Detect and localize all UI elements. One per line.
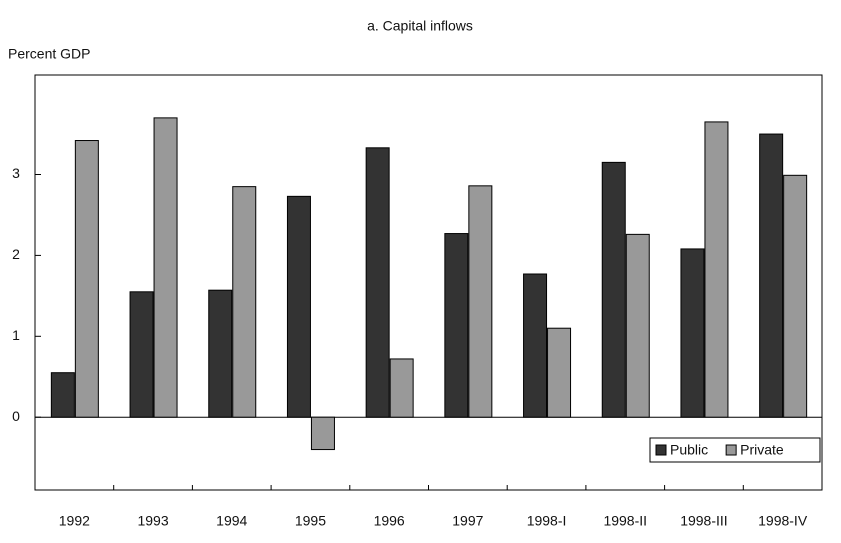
bar — [310, 416, 335, 451]
bar — [365, 147, 390, 418]
bar — [129, 291, 154, 418]
bar — [389, 358, 414, 418]
bar — [680, 248, 705, 418]
x-tick-label: 1993 — [137, 513, 168, 529]
y-tick-label: 1 — [12, 327, 20, 343]
legend-label: Private — [740, 442, 784, 458]
x-tick-label: 1998-I — [527, 513, 567, 529]
x-tick-label: 1997 — [452, 513, 483, 529]
x-tick-label: 1998-III — [680, 513, 727, 529]
legend-swatch — [725, 444, 737, 456]
bar — [547, 327, 572, 418]
bar — [625, 233, 650, 418]
bar — [468, 185, 493, 418]
bar — [208, 289, 233, 418]
legend-label: Public — [670, 442, 708, 458]
bar — [704, 121, 729, 418]
bar — [153, 117, 178, 418]
bar — [286, 195, 311, 418]
y-tick-label: 0 — [12, 408, 20, 424]
bar — [523, 273, 548, 418]
x-tick-label: 1994 — [216, 513, 247, 529]
bar — [783, 174, 808, 418]
y-axis-label: Percent GDP — [8, 46, 90, 62]
bar — [50, 372, 75, 418]
bar — [601, 161, 626, 418]
x-tick-label: 1996 — [374, 513, 405, 529]
x-tick-label: 1998-II — [603, 513, 647, 529]
y-tick-label: 2 — [12, 246, 20, 262]
chart-title: a. Capital inflows — [367, 18, 473, 34]
bar — [444, 233, 469, 418]
x-tick-label: 1995 — [295, 513, 326, 529]
bar — [74, 140, 99, 418]
x-tick-label: 1992 — [59, 513, 90, 529]
bar — [759, 133, 784, 418]
x-tick-label: 1998-IV — [758, 513, 808, 529]
y-tick-label: 3 — [12, 165, 20, 181]
legend-swatch — [655, 444, 667, 456]
bar — [232, 186, 257, 418]
